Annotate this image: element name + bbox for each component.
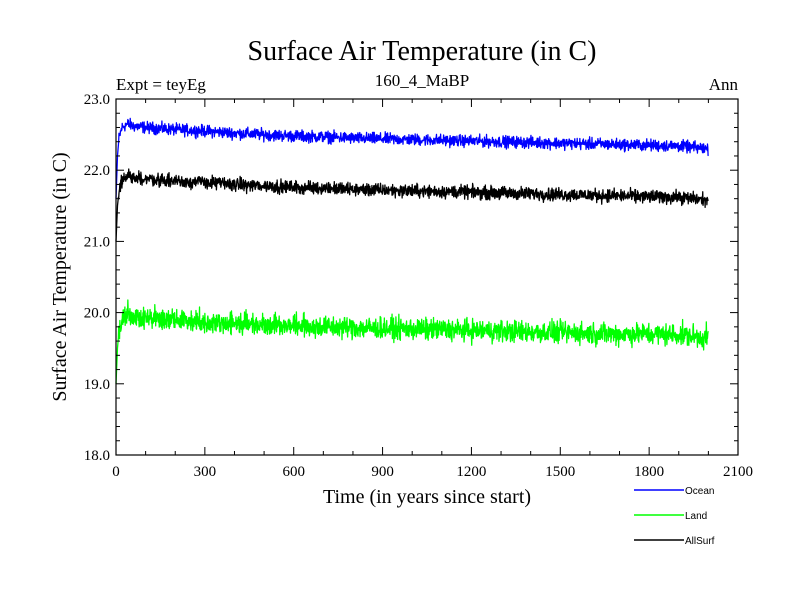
y-tick-label: 20.0: [84, 306, 110, 322]
axes-layer: 0 300 600 900 1200 1500 1800 2100 18.0 19.0 20.0 21…: [84, 92, 753, 480]
series-layer: [115, 117, 709, 384]
y-tick-label: 18.0: [84, 448, 110, 464]
series-line-allsurf: [115, 168, 709, 242]
legend: Ocean Land AllSurf: [634, 486, 715, 547]
x-tick-label: 1200: [456, 464, 486, 480]
chart-subtitle-left: Expt = teyEg: [116, 75, 206, 94]
y-tick-label: 21.0: [84, 234, 110, 250]
series-line-land: [115, 299, 709, 384]
x-tick-label: 600: [282, 464, 305, 480]
plot-frame: [115, 98, 739, 456]
chart-subtitle-right: Ann: [709, 75, 739, 94]
legend-label-land: Land: [685, 511, 707, 522]
legend-label-ocean: Ocean: [685, 486, 714, 497]
x-tick-label: 1500: [545, 464, 575, 480]
y-tick-label: 22.0: [84, 163, 110, 179]
y-axis-label: Surface Air Temperature (in C): [49, 152, 71, 401]
x-tick-label: 0: [112, 464, 120, 480]
chart-subtitle-center: 160_4_MaBP: [375, 71, 469, 90]
x-tick-label: 1800: [634, 464, 664, 480]
chart-title: Surface Air Temperature (in C): [248, 36, 597, 67]
x-tick-label: 2100: [723, 464, 753, 480]
y-tick-label: 23.0: [84, 92, 110, 108]
series-line-ocean: [115, 117, 709, 199]
y-tick-label: 19.0: [84, 377, 110, 393]
x-tick-label: 900: [371, 464, 394, 480]
legend-label-allsurf: AllSurf: [685, 536, 715, 547]
x-axis-label: Time (in years since start): [323, 486, 531, 508]
x-tick-label: 300: [194, 464, 217, 480]
